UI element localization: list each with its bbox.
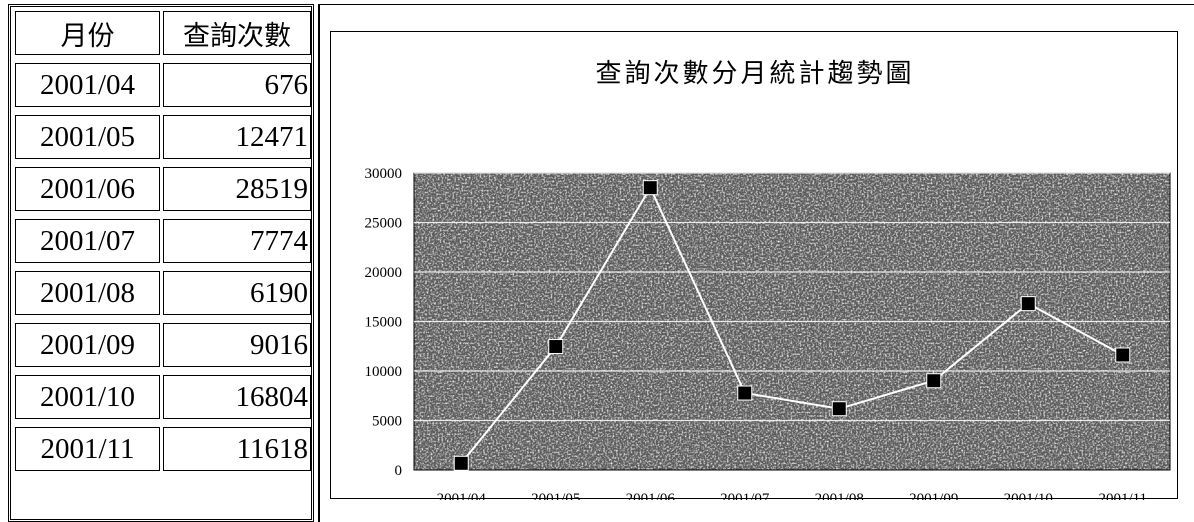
data-point-marker xyxy=(737,385,753,401)
count-cell: 9016 xyxy=(163,323,311,367)
table-row: 2001/11 11618 xyxy=(11,423,311,475)
x-tick-label: 2001/10 xyxy=(1004,491,1053,500)
series-line xyxy=(460,185,1124,464)
data-point-marker xyxy=(926,373,942,389)
data-point-marker xyxy=(1020,296,1036,312)
x-tick-label: 2001/04 xyxy=(437,491,487,500)
header-query-count: 查詢次數 xyxy=(163,11,311,55)
table-header-row: 月份 查詢次數 xyxy=(11,7,311,59)
y-axis-ticks: 0 5000 10000 15000 20000 25000 30000 xyxy=(365,166,403,479)
month-cell: 2001/06 xyxy=(15,167,160,211)
y-tick-label: 15000 xyxy=(365,315,403,331)
series-markers xyxy=(453,180,1131,471)
count-cell: 676 xyxy=(163,63,311,107)
data-point-marker xyxy=(642,180,658,196)
x-tick-label: 2001/08 xyxy=(815,491,864,500)
x-axis-ticks: 2001/04 2001/05 2001/06 2001/07 2001/08 2001/… xyxy=(437,491,1147,500)
chart-title: 查詢次數分月統計趨勢圖 xyxy=(595,59,914,89)
month-cell: 2001/07 xyxy=(15,219,160,263)
header-month: 月份 xyxy=(15,11,160,55)
count-cell: 12471 xyxy=(163,115,311,159)
count-cell: 16804 xyxy=(163,375,311,419)
y-tick-label: 5000 xyxy=(372,414,402,430)
count-cell: 11618 xyxy=(163,427,311,471)
month-cell: 2001/05 xyxy=(15,115,160,159)
month-cell: 2001/08 xyxy=(15,271,160,315)
y-tick-label: 30000 xyxy=(365,166,403,182)
table-row: 2001/04 676 xyxy=(11,59,311,111)
month-cell: 2001/04 xyxy=(15,63,160,107)
table-row: 2001/09 9016 xyxy=(11,319,311,371)
chart-box: 查詢次數分月統計趨勢圖 0 5000 10000 15000 20000 25000 300… xyxy=(330,31,1178,500)
count-cell: 28519 xyxy=(163,167,311,211)
table-row: 2001/08 6190 xyxy=(11,267,311,319)
table-row: 2001/05 12471 xyxy=(11,111,311,163)
month-cell: 2001/10 xyxy=(15,375,160,419)
table-row: 2001/06 28519 xyxy=(11,163,311,215)
table-row: 2001/07 7774 xyxy=(11,215,311,267)
count-cell: 6190 xyxy=(163,271,311,315)
x-tick-label: 2001/09 xyxy=(909,491,958,500)
chart-frame: 查詢次數分月統計趨勢圖 0 5000 10000 15000 20000 25000 300… xyxy=(318,4,1194,522)
y-tick-label: 25000 xyxy=(365,216,403,232)
y-tick-label: 20000 xyxy=(365,265,403,281)
data-point-marker xyxy=(453,455,469,471)
y-tick-label: 10000 xyxy=(365,364,403,380)
month-cell: 2001/09 xyxy=(15,323,160,367)
count-cell: 7774 xyxy=(163,219,311,263)
data-point-marker xyxy=(831,401,847,417)
x-tick-label: 2001/06 xyxy=(626,491,676,500)
gridlines xyxy=(414,172,1170,422)
series-line-path xyxy=(460,185,1124,464)
line-chart: 查詢次數分月統計趨勢圖 0 5000 10000 15000 20000 25000 300… xyxy=(365,59,1171,500)
data-table: 月份 查詢次數 2001/04 676 2001/05 12471 2001/0… xyxy=(8,4,314,522)
table-row: 2001/10 16804 xyxy=(11,371,311,423)
x-tick-label: 2001/05 xyxy=(531,491,580,500)
data-point-marker xyxy=(548,339,564,355)
x-tick-label: 2001/07 xyxy=(720,491,770,500)
x-tick-label: 2001/11 xyxy=(1098,491,1147,500)
data-point-marker xyxy=(1115,347,1131,363)
month-cell: 2001/11 xyxy=(15,427,160,471)
y-tick-label: 0 xyxy=(395,463,403,479)
